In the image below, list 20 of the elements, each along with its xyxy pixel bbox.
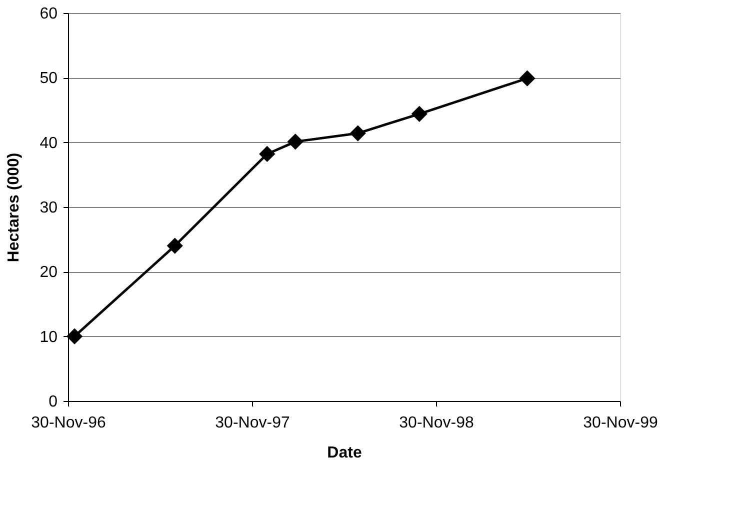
- point: [287, 134, 304, 150]
- x-axis-title: Date: [327, 444, 362, 462]
- x-tick-label: 30-Nov-96: [31, 414, 106, 432]
- y-tick-label: 60: [40, 6, 58, 22]
- point: [259, 146, 276, 162]
- y-axis-title: Hectares (000): [6, 152, 23, 262]
- x-tick-label: 30-Nov-99: [583, 414, 658, 432]
- x-tick-label: 30-Nov-97: [215, 414, 290, 432]
- point: [519, 70, 536, 86]
- y-tick-label: 20: [40, 264, 58, 282]
- y-tick-label: 10: [40, 328, 58, 346]
- point: [66, 328, 83, 344]
- y-tick-label: 40: [40, 134, 58, 152]
- y-tick-label: 30: [40, 200, 58, 216]
- point: [166, 238, 183, 254]
- y-tick-label: 50: [40, 70, 58, 88]
- point: [411, 106, 428, 122]
- point: [350, 125, 366, 142]
- y-tick-label: 0: [48, 394, 58, 410]
- x-tick-label: 30-Nov-98: [399, 414, 474, 432]
